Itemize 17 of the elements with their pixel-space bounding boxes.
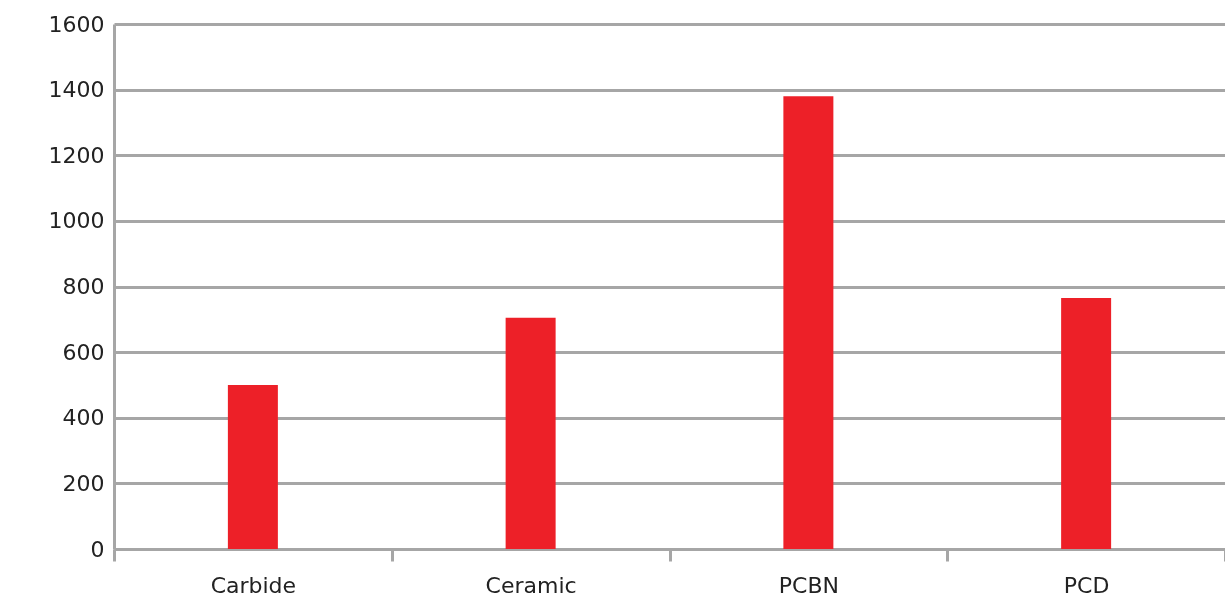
x-tick-label: PCBN: [778, 572, 839, 598]
bar: [227, 384, 278, 549]
x-tick-label: Carbide: [210, 572, 297, 598]
y-tick-label: 0: [90, 536, 105, 562]
y-tick-label: 1200: [48, 142, 105, 168]
y-tick-label: 1400: [48, 77, 105, 103]
x-tick-label: Ceramic: [485, 572, 577, 598]
y-tick-label: 800: [62, 274, 105, 299]
y-tick-label: 600: [62, 339, 105, 365]
bar: [783, 96, 834, 549]
y-tick-label: 200: [62, 470, 105, 496]
bar: [505, 317, 556, 549]
y-tick-label: 1600: [48, 11, 105, 37]
x-tick-label: PCD: [1063, 572, 1110, 598]
y-tick-label: 400: [62, 405, 105, 431]
y-tick-label: 1000: [48, 208, 105, 234]
bar: [1061, 297, 1112, 549]
